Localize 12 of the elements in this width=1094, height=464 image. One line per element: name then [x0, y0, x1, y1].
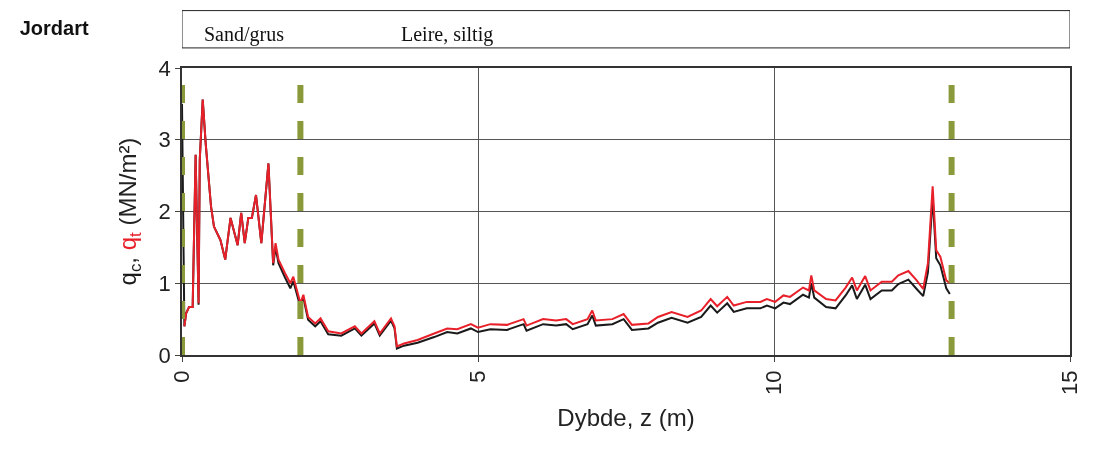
x-tick-label: 15	[1057, 370, 1083, 396]
y-tick-label: 4	[158, 55, 171, 81]
text: Sand/grus	[204, 23, 285, 46]
y-tick-label: 3	[158, 127, 171, 153]
text: Leire, siltig	[401, 23, 494, 46]
y-tick-label: 2	[158, 199, 171, 225]
y-tick-label: 1	[158, 270, 171, 296]
chart-title: Jordart	[19, 16, 89, 39]
x-axis-title: Dybde, z (m)	[557, 403, 695, 431]
x-tick-label: 0	[169, 370, 195, 383]
x-tick-label: 10	[761, 370, 787, 396]
x-tick-label: 5	[465, 370, 491, 383]
